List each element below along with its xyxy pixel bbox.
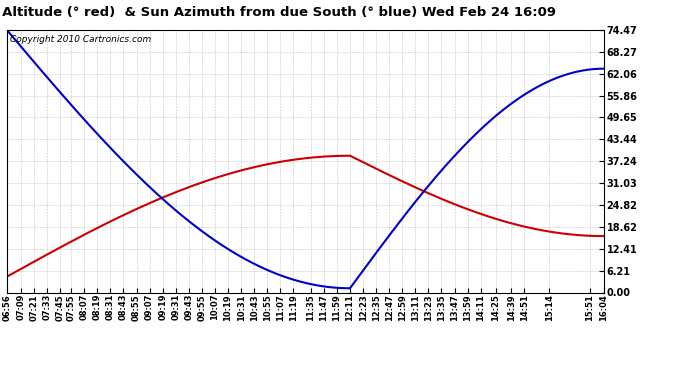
Text: Sun Altitude (° red)  & Sun Azimuth from due South (° blue) Wed Feb 24 16:09: Sun Altitude (° red) & Sun Azimuth from …	[0, 6, 555, 19]
Text: Copyright 2010 Cartronics.com: Copyright 2010 Cartronics.com	[10, 35, 151, 44]
